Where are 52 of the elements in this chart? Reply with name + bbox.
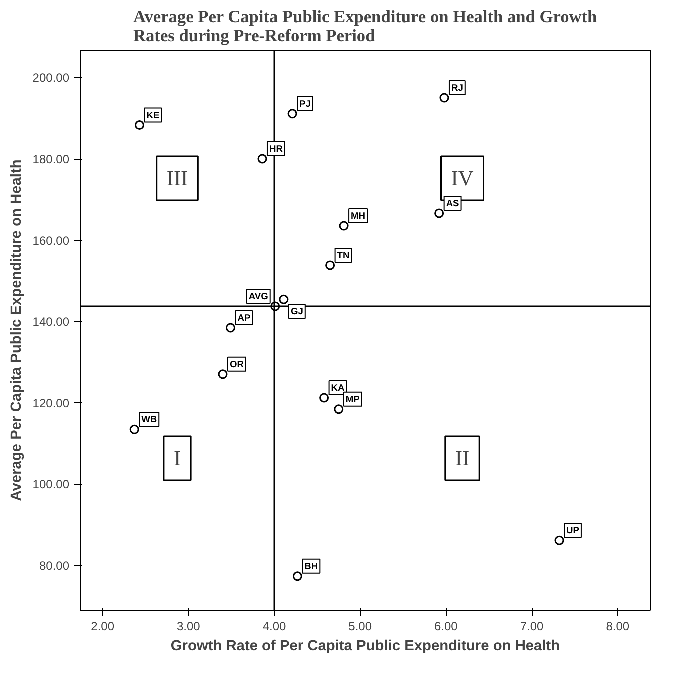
data-label: OR [230, 359, 244, 370]
point [292, 572, 302, 582]
x-tick-label: 2.00 [91, 620, 115, 634]
point [440, 93, 450, 103]
y-tick-label: 100.00 [32, 478, 70, 492]
data-label: AP [238, 313, 251, 324]
data-label: MH [351, 211, 366, 222]
x-axis-title: Growth Rate of Per Capita Public Expenditure on Health [170, 638, 560, 654]
data-label: RJ [451, 83, 464, 94]
x-tick-label: 6.00 [434, 620, 458, 634]
point [279, 294, 289, 304]
point [326, 260, 336, 270]
annotation: II [455, 446, 470, 471]
point [434, 208, 444, 218]
data-label: GJ [290, 306, 304, 317]
x-tick-label: 4.00 [262, 620, 287, 634]
chart-title: Average Per Capita Public Expenditure on Health and Growth Rates during Pre-Reform Period [133, 8, 598, 46]
annotation: I [174, 446, 182, 471]
data-label: WB [142, 414, 158, 425]
annotation: IV [451, 166, 474, 191]
data-label: AVG [248, 292, 268, 302]
point [258, 154, 268, 164]
data-label: AS [446, 198, 460, 208]
point [288, 109, 298, 119]
x-tick-label: 8.00 [606, 620, 630, 634]
y-tick-label: 80.00 [39, 558, 70, 573]
point [218, 370, 228, 380]
y-tick-label: 200.00 [32, 71, 70, 86]
point [339, 221, 349, 231]
y-tick-label: 180.00 [32, 152, 70, 167]
point [320, 393, 330, 403]
data-label: PJ [300, 98, 311, 109]
y-axis-title: Average Per Capita Public Expenditure on Health [8, 160, 25, 502]
point [226, 323, 236, 333]
point [130, 424, 140, 434]
annotation: III [166, 166, 188, 191]
point [554, 536, 564, 546]
data-label: TN [337, 250, 350, 260]
x-tick-label: 5.00 [348, 620, 372, 634]
data-label: KA [331, 382, 346, 393]
y-tick-label: 120.00 [32, 396, 70, 410]
point [334, 404, 344, 414]
data-label: MP [346, 394, 360, 404]
data-label: HR [269, 144, 284, 154]
x-tick-label: 7.00 [520, 620, 544, 634]
data-label: BH [304, 561, 318, 572]
data-label: UP [566, 526, 580, 536]
y-tick-label: 160.00 [32, 234, 70, 248]
point [134, 120, 144, 130]
data-label: KE [146, 110, 160, 120]
x-tick-label: 3.00 [176, 620, 201, 634]
y-tick-label: 140.00 [32, 315, 70, 330]
